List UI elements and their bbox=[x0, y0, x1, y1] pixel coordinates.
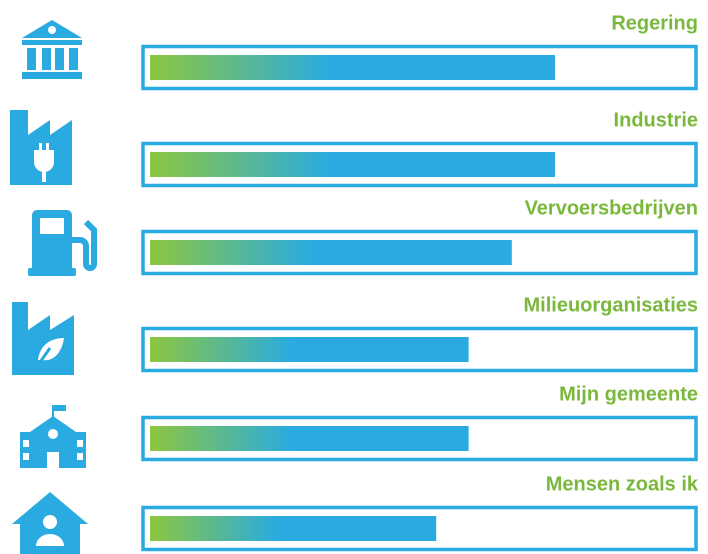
government-icon bbox=[22, 20, 82, 79]
category-label: Regering bbox=[611, 12, 698, 34]
category-label: Vervoersbedrijven bbox=[525, 197, 698, 219]
bar-track bbox=[141, 229, 698, 276]
bar bbox=[150, 337, 469, 362]
environment-icon bbox=[12, 302, 74, 375]
category-label: Milieuorganisaties bbox=[524, 294, 699, 316]
bar-track bbox=[141, 44, 698, 91]
people-icon bbox=[12, 492, 88, 554]
category-label: Industrie bbox=[614, 109, 698, 131]
bar bbox=[150, 152, 555, 177]
fuel-icon bbox=[28, 210, 97, 276]
bar-track bbox=[141, 415, 698, 462]
municipality-icon bbox=[20, 405, 86, 468]
bar-track bbox=[141, 326, 698, 373]
bar bbox=[150, 55, 555, 80]
bar bbox=[150, 516, 437, 541]
industry-icon bbox=[10, 110, 72, 185]
category-label: Mensen zoals ik bbox=[546, 473, 699, 495]
category-label: Mijn gemeente bbox=[559, 383, 698, 405]
bar bbox=[150, 426, 469, 451]
bar-track bbox=[141, 141, 698, 188]
bar bbox=[150, 240, 512, 265]
bar-track bbox=[141, 505, 698, 552]
